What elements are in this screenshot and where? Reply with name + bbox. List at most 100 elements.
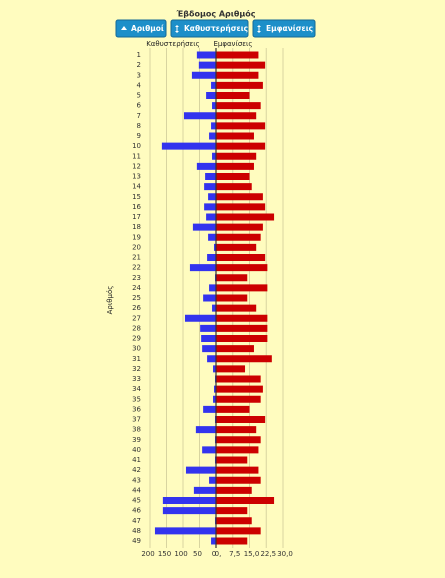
bar bbox=[183, 112, 216, 120]
y-tick-label: 31 bbox=[132, 355, 141, 363]
icon-up bbox=[121, 26, 127, 30]
bar bbox=[198, 61, 216, 69]
sort-button[interactable]: Εμφανίσεις bbox=[252, 19, 316, 38]
bar bbox=[216, 486, 252, 494]
bar bbox=[216, 405, 250, 413]
button-bg[interactable] bbox=[252, 19, 316, 38]
y-tick-label: 25 bbox=[132, 294, 141, 302]
y-tick-label: 27 bbox=[132, 314, 141, 322]
bar bbox=[216, 203, 266, 211]
bar bbox=[193, 486, 216, 494]
sort-button[interactable]: Καθυστερήσεις bbox=[170, 19, 249, 38]
bar bbox=[211, 122, 216, 130]
bar bbox=[216, 152, 257, 160]
bar bbox=[185, 466, 216, 474]
bar bbox=[216, 92, 250, 99]
y-tick-label: 4 bbox=[137, 81, 142, 89]
x-tick-label: 50 bbox=[193, 550, 202, 558]
y-tick-label: 33 bbox=[132, 375, 141, 383]
bar bbox=[208, 193, 216, 201]
bar bbox=[209, 476, 216, 484]
bar bbox=[216, 527, 261, 535]
bar bbox=[216, 304, 257, 312]
y-tick-label: 42 bbox=[132, 466, 141, 474]
x-tick-label: 100 bbox=[174, 550, 187, 558]
bar bbox=[211, 81, 216, 89]
series-header: Εμφανίσεις bbox=[213, 40, 252, 48]
y-tick-label: 29 bbox=[132, 335, 141, 343]
y-tick-label: 18 bbox=[132, 223, 141, 231]
y-tick-label: 35 bbox=[132, 395, 141, 403]
bar bbox=[184, 314, 216, 322]
bar bbox=[206, 92, 216, 99]
x-tick-label: 150 bbox=[158, 550, 171, 558]
y-tick-label: 12 bbox=[132, 162, 141, 170]
y-tick-label: 15 bbox=[132, 193, 141, 201]
bar bbox=[216, 142, 266, 150]
y-tick-label: 28 bbox=[132, 324, 141, 332]
y-tick-label: 40 bbox=[132, 446, 141, 454]
bar bbox=[212, 304, 216, 312]
y-tick-label: 34 bbox=[132, 385, 141, 393]
button-bg[interactable] bbox=[115, 19, 167, 38]
y-tick-label: 14 bbox=[132, 183, 141, 191]
bar bbox=[216, 385, 263, 393]
bar bbox=[216, 233, 261, 241]
y-tick-label: 47 bbox=[132, 517, 141, 525]
bar bbox=[214, 243, 216, 251]
bar bbox=[216, 537, 248, 545]
y-tick-label: 45 bbox=[132, 497, 141, 505]
bar bbox=[216, 507, 248, 515]
bar bbox=[216, 213, 275, 221]
bar bbox=[192, 223, 216, 231]
bar bbox=[216, 264, 268, 272]
bar bbox=[216, 183, 252, 191]
bar bbox=[211, 537, 216, 545]
y-tick-label: 7 bbox=[137, 112, 141, 120]
bar bbox=[216, 254, 266, 261]
y-tick-label: 26 bbox=[132, 304, 141, 312]
bar bbox=[216, 314, 268, 322]
button-label[interactable]: Αριθμοί bbox=[131, 24, 164, 33]
bar bbox=[216, 61, 266, 69]
button-label[interactable]: Εμφανίσεις bbox=[266, 24, 313, 33]
bar bbox=[191, 71, 216, 79]
bar bbox=[216, 375, 261, 383]
bar bbox=[161, 142, 216, 150]
bar bbox=[189, 264, 216, 272]
bar bbox=[212, 102, 216, 110]
y-tick-label: 22 bbox=[132, 264, 141, 272]
bar bbox=[216, 243, 257, 251]
bar bbox=[216, 132, 254, 140]
bar bbox=[216, 416, 266, 423]
button-bg[interactable] bbox=[170, 19, 249, 38]
y-tick-label: 11 bbox=[132, 152, 141, 160]
y-tick-label: 23 bbox=[132, 274, 141, 282]
bar bbox=[214, 385, 216, 393]
bar bbox=[201, 335, 216, 342]
bar bbox=[206, 213, 216, 221]
y-tick-label: 17 bbox=[132, 213, 141, 221]
bar bbox=[202, 446, 216, 454]
button-label[interactable]: Καθυστερήσεις bbox=[184, 24, 248, 33]
bar bbox=[209, 284, 216, 292]
bar bbox=[162, 507, 216, 515]
bar bbox=[216, 365, 246, 373]
x-tick-label: 22,5 bbox=[260, 550, 276, 558]
y-tick-label: 16 bbox=[132, 203, 141, 211]
y-tick-label: 21 bbox=[132, 254, 141, 262]
bar bbox=[216, 173, 250, 180]
bar bbox=[216, 335, 268, 342]
bar bbox=[216, 162, 254, 170]
bar bbox=[195, 426, 216, 434]
x-tick-label: 0, bbox=[215, 550, 222, 558]
x-tick-label: 30,0 bbox=[277, 550, 293, 558]
y-tick-label: 49 bbox=[132, 537, 141, 545]
y-tick-label: 32 bbox=[132, 365, 141, 373]
bar bbox=[216, 446, 259, 454]
bar bbox=[212, 152, 216, 160]
sort-button[interactable]: Αριθμοί bbox=[115, 19, 167, 38]
bar bbox=[216, 345, 254, 353]
y-tick-label: 37 bbox=[132, 416, 141, 424]
